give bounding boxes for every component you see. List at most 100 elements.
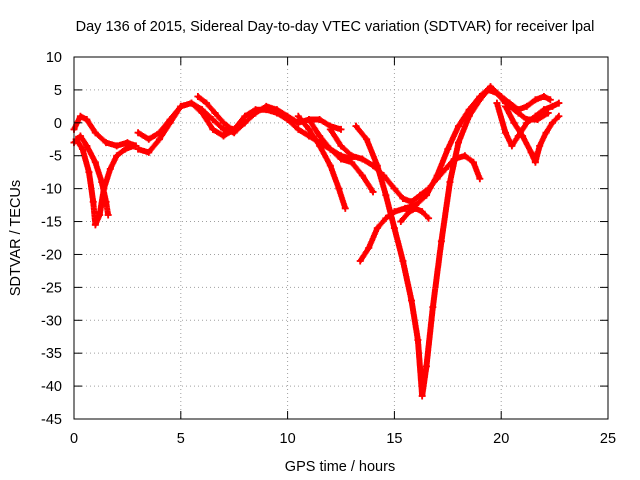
- y-tick-label: -10: [41, 182, 62, 198]
- data-point: [337, 155, 345, 163]
- data-point: [531, 96, 539, 104]
- data-point: [555, 99, 563, 107]
- data-point: [446, 178, 454, 186]
- data-point: [527, 148, 535, 156]
- data-point: [134, 129, 142, 137]
- data-point: [294, 125, 302, 133]
- series-track-k: [356, 83, 552, 265]
- data-point: [316, 116, 324, 124]
- data-point: [523, 102, 531, 110]
- data-point: [76, 112, 84, 120]
- data-point: [397, 218, 405, 226]
- data-point: [326, 162, 334, 170]
- data-point: [514, 106, 522, 114]
- data-point: [91, 129, 99, 137]
- series-track-e: [134, 99, 356, 163]
- data-layer: [70, 83, 563, 400]
- data-point: [121, 145, 129, 153]
- data-point: [177, 102, 185, 110]
- data-point: [352, 122, 360, 130]
- data-point: [469, 158, 477, 166]
- data-point: [454, 139, 462, 147]
- data-point: [508, 142, 516, 150]
- data-point: [228, 125, 236, 133]
- data-point: [326, 145, 334, 153]
- x-tick-label: 25: [600, 431, 616, 447]
- y-tick-label: -5: [49, 149, 62, 165]
- data-point: [273, 109, 281, 117]
- data-point: [523, 119, 531, 127]
- y-tick-label: -25: [41, 280, 62, 296]
- data-point: [145, 148, 153, 156]
- data-point: [337, 142, 345, 150]
- data-point: [241, 112, 249, 120]
- data-point: [79, 145, 87, 153]
- data-point: [305, 125, 313, 133]
- data-point: [548, 102, 556, 110]
- data-point: [437, 237, 445, 245]
- data-point: [209, 125, 217, 133]
- data-point: [220, 125, 228, 133]
- data-point: [461, 152, 469, 160]
- data-point: [89, 198, 97, 206]
- y-tick-label: 10: [46, 50, 62, 66]
- data-point: [425, 214, 433, 222]
- x-tick-label: 5: [177, 431, 185, 447]
- data-point: [390, 208, 398, 216]
- data-point: [399, 257, 407, 265]
- x-tick-label: 15: [386, 431, 402, 447]
- data-point: [252, 106, 260, 114]
- y-tick-label: -35: [41, 346, 62, 362]
- data-point: [519, 132, 527, 140]
- data-point: [96, 211, 104, 219]
- data-point: [155, 135, 163, 143]
- data-point: [220, 119, 228, 127]
- data-point: [262, 106, 270, 114]
- data-point: [493, 99, 501, 107]
- data-point: [444, 145, 452, 153]
- data-point: [542, 129, 550, 137]
- data-point: [405, 208, 413, 216]
- data-point: [294, 112, 302, 120]
- y-tick-label: -30: [41, 313, 62, 329]
- data-point: [497, 92, 505, 100]
- data-point: [113, 142, 121, 150]
- y-tick-label: 5: [54, 83, 62, 99]
- data-point: [356, 257, 364, 265]
- tick-marks: [73, 56, 609, 420]
- data-point: [501, 102, 509, 110]
- data-point: [102, 139, 110, 147]
- data-point: [476, 175, 484, 183]
- data-point: [536, 142, 544, 150]
- data-point: [407, 297, 415, 305]
- series-track-f: [194, 92, 236, 133]
- data-point: [418, 392, 426, 400]
- data-point: [531, 158, 539, 166]
- data-point: [194, 92, 202, 100]
- series-track-h: [305, 116, 377, 196]
- data-point: [510, 119, 518, 127]
- y-tick-label: -20: [41, 247, 62, 263]
- data-point: [198, 109, 206, 117]
- data-point: [341, 204, 349, 212]
- data-point: [76, 132, 84, 140]
- data-point: [316, 142, 324, 150]
- data-point: [487, 83, 495, 91]
- data-point: [166, 119, 174, 127]
- data-point: [220, 132, 228, 140]
- data-point: [399, 195, 407, 203]
- data-point: [91, 158, 99, 166]
- data-point: [412, 204, 420, 212]
- data-point: [454, 122, 462, 130]
- plot-frame: [73, 56, 609, 420]
- data-point: [465, 106, 473, 114]
- data-point: [284, 116, 292, 124]
- y-tick-label: 0: [54, 116, 62, 132]
- series-track-g: [294, 112, 349, 212]
- data-point: [83, 116, 91, 124]
- data-point: [540, 106, 548, 114]
- data-point: [316, 132, 324, 140]
- data-point: [390, 224, 398, 232]
- data-point: [211, 109, 219, 117]
- data-point: [91, 221, 99, 229]
